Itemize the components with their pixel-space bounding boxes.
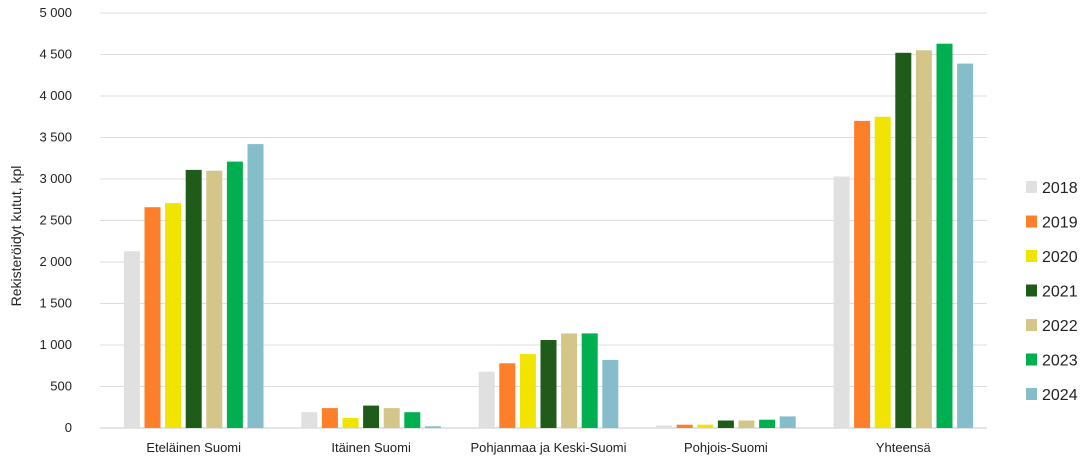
bar-2019 [676, 424, 693, 428]
x-category-label: Itäinen Suomi [331, 440, 411, 455]
legend-label: 2021 [1042, 284, 1078, 301]
bars [123, 43, 974, 429]
y-tick-label: 1 500 [39, 296, 72, 311]
x-category-label: Yhteensä [876, 440, 932, 455]
legend-label: 2024 [1042, 387, 1078, 404]
x-category-label: Pohjois-Suomi [684, 440, 768, 455]
y-tick-label: 1 000 [39, 337, 72, 352]
bar-2022 [206, 170, 223, 428]
bar-2023 [404, 412, 421, 428]
legend-label: 2020 [1042, 249, 1078, 266]
y-tick-label: 4 500 [39, 47, 72, 62]
bar-2020 [165, 203, 182, 428]
bar-2022 [915, 50, 932, 429]
y-tick-label: 2 000 [39, 254, 72, 269]
bar-2018 [123, 251, 140, 428]
x-category-label: Pohjanmaa ja Keski-Suomi [470, 440, 626, 455]
legend-swatch-2022 [1026, 319, 1037, 331]
bar-2022 [738, 420, 755, 428]
x-category-label: Eteläinen Suomi [146, 440, 241, 455]
bar-2019 [321, 408, 338, 428]
legend-swatch-2023 [1026, 353, 1037, 366]
bar-2021 [717, 420, 734, 428]
bar-2020 [874, 116, 891, 429]
legend-label: 2022 [1042, 318, 1078, 335]
bar-2022 [383, 408, 400, 428]
bar-2024 [602, 359, 619, 428]
bar-2021 [185, 169, 202, 428]
y-tick-label: 2 500 [39, 213, 72, 228]
y-tick-label: 5 000 [39, 5, 72, 20]
legend-swatch-2020 [1026, 250, 1037, 262]
y-tick-label: 3 000 [39, 171, 72, 186]
bar-2024 [779, 416, 796, 428]
bar-2021 [540, 340, 557, 428]
legend-label: 2019 [1042, 215, 1078, 232]
legend-swatch-2018 [1026, 181, 1037, 193]
bar-2024 [957, 63, 974, 428]
bar-2021 [363, 405, 380, 428]
legend-swatch-2019 [1026, 215, 1037, 228]
bar-2024 [424, 426, 441, 428]
bar-2021 [895, 52, 912, 429]
y-axis-ticks: 0 500 1 000 1 500 2 000 2 500 3 000 3 500 4 000 4… [39, 5, 72, 435]
x-axis-categories: Eteläinen Suomi Itäinen Suomi Pohjanmaa ja… [146, 440, 931, 455]
bar-2023 [936, 43, 953, 428]
y-tick-label: 0 [65, 420, 72, 435]
bar-2023 [226, 161, 243, 428]
bar-2019 [854, 120, 871, 429]
legend: 2018 2019 2020 2021 2022 2023 2024 [1026, 180, 1078, 404]
legend-swatch-2021 [1026, 284, 1037, 297]
bar-2019 [144, 207, 161, 428]
bar-2018 [301, 412, 318, 428]
bar-2020 [519, 354, 536, 428]
bar-2020 [342, 418, 359, 428]
bar-2019 [499, 363, 516, 428]
legend-swatch-2024 [1026, 388, 1037, 400]
bar-2018 [478, 371, 495, 428]
legend-label: 2018 [1042, 180, 1078, 197]
bar-2018 [833, 176, 850, 428]
y-axis-label: Rekisteröidyt kutut, kpl [8, 166, 24, 307]
y-tick-label: 4 000 [39, 88, 72, 103]
y-tick-label: 3 500 [39, 130, 72, 145]
y-tick-label: 500 [50, 379, 72, 394]
bar-2022 [561, 333, 578, 428]
bar-2020 [697, 424, 714, 428]
legend-label: 2023 [1042, 353, 1078, 370]
bar-2024 [247, 144, 264, 428]
bar-2023 [581, 333, 598, 428]
bar-2018 [656, 425, 673, 428]
bar-2023 [759, 419, 776, 428]
